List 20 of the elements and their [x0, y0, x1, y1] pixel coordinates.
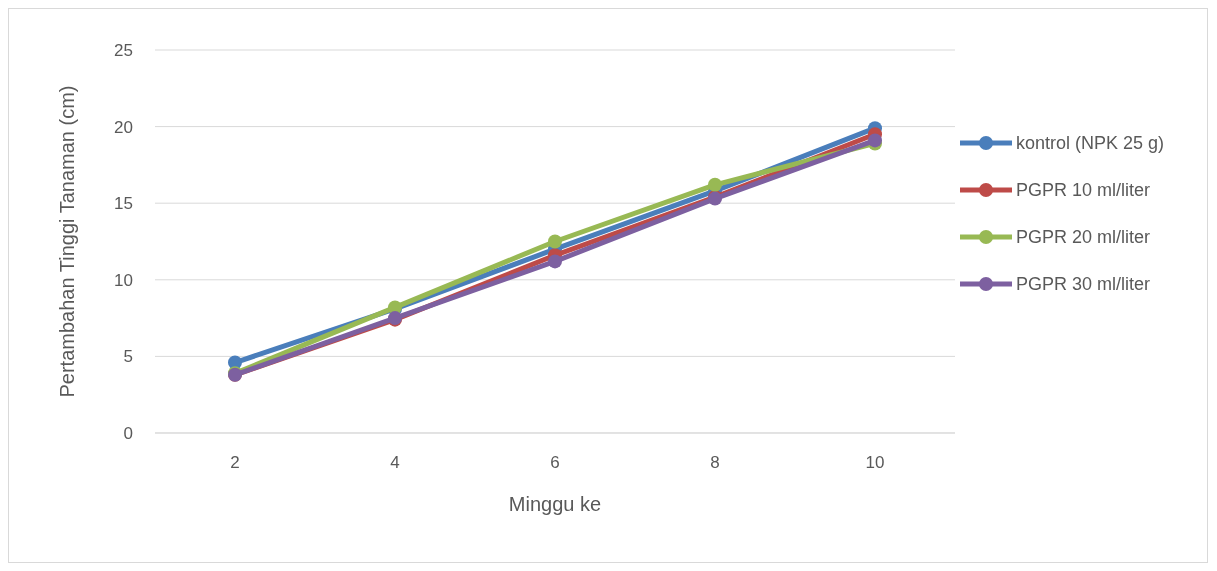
legend-label: PGPR 30 ml/liter: [1016, 274, 1151, 295]
y-axis-title: Pertambahan Tinggi Tanaman (cm): [56, 85, 78, 398]
point: [548, 234, 562, 249]
legend-label: PGPR 10 ml/liter: [1016, 180, 1151, 201]
legend-label: PGPR 20 ml/liter: [1016, 227, 1151, 248]
point: [548, 254, 562, 269]
x-tick-label: 2: [230, 453, 240, 472]
y-tick-label: 15: [114, 194, 133, 214]
x-tick-label: 10: [865, 453, 885, 472]
x-tick-label: 8: [710, 453, 720, 472]
y-tick-label: 20: [114, 117, 133, 137]
x-axis-title: Minggu ke: [508, 493, 602, 515]
y-tick-label: 5: [123, 347, 133, 367]
x-tick-label: 4: [390, 453, 400, 472]
x-tick-label: 6: [550, 453, 560, 472]
y-tick-label: 0: [123, 423, 133, 443]
legend-label: kontrol (NPK 25 g): [1016, 133, 1165, 154]
point: [708, 177, 722, 192]
y-tick-label: 10: [114, 270, 133, 290]
y-tick-label: 25: [114, 40, 133, 60]
